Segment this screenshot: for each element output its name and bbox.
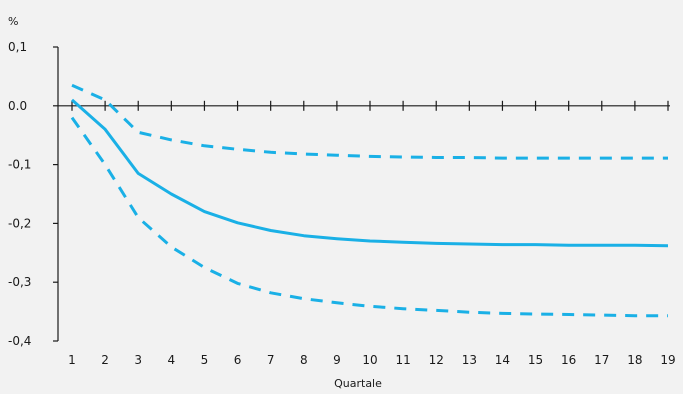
x-tick-label: 4 bbox=[168, 353, 176, 367]
x-tick-label: 6 bbox=[234, 353, 242, 367]
dashed-series-line-1 bbox=[71, 83, 668, 160]
x-tick-label: 1 bbox=[68, 353, 76, 367]
x-tick-label: 8 bbox=[300, 353, 308, 367]
x-tick-label: 2 bbox=[101, 353, 109, 367]
y-tick-label: -0,3 bbox=[8, 275, 31, 289]
x-tick-label: 17 bbox=[594, 353, 609, 367]
y-axis-title: % bbox=[8, 15, 18, 28]
x-tick-label: 19 bbox=[660, 353, 675, 367]
axes bbox=[53, 46, 670, 342]
x-tick-label: 11 bbox=[395, 353, 410, 367]
solid-series-line-0 bbox=[71, 98, 669, 248]
y-tick-label: -0,1 bbox=[8, 158, 31, 172]
y-tick-label: 0.0 bbox=[8, 99, 27, 113]
x-tick-label: 3 bbox=[134, 353, 142, 367]
y-axis-labels: 0,1 0.0 -0,1 -0,2 -0,3 -0,4 bbox=[8, 40, 31, 348]
x-tick-label: 16 bbox=[561, 353, 576, 367]
x-tick-label: 5 bbox=[201, 353, 209, 367]
y-tick-label: 0,1 bbox=[8, 40, 27, 54]
x-axis-title: Quartale bbox=[334, 377, 382, 390]
x-tick-label: 10 bbox=[362, 353, 377, 367]
x-tick-label: 14 bbox=[495, 353, 510, 367]
y-tick-label: -0,4 bbox=[8, 334, 31, 348]
x-tick-label: 18 bbox=[627, 353, 642, 367]
dashed-series-line-2 bbox=[70, 116, 668, 318]
x-tick-label: 12 bbox=[429, 353, 444, 367]
series-group bbox=[70, 83, 669, 318]
x-tick-label: 15 bbox=[528, 353, 543, 367]
x-tick-label: 13 bbox=[462, 353, 477, 367]
x-axis-labels: 1 2 3 4 5 6 7 8 9 10 11 12 13 14 15 16 17 18 19 bbox=[68, 353, 675, 367]
x-tick-label: 9 bbox=[333, 353, 341, 367]
x-tick-label: 7 bbox=[267, 353, 275, 367]
y-tick-label: -0,2 bbox=[8, 216, 31, 230]
